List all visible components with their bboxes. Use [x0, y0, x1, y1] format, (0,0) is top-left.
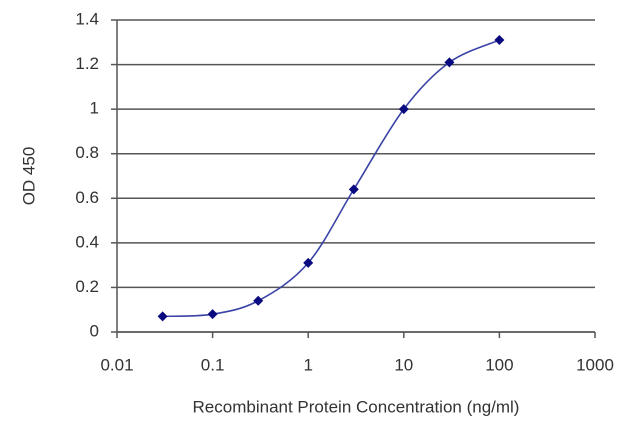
data-point [398, 104, 409, 115]
x-tick-label: 100 [485, 355, 513, 374]
y-tick-label: 0.2 [75, 277, 99, 296]
x-tick-label: 0.1 [201, 355, 225, 374]
data-point [157, 311, 168, 322]
x-tick-label: 0.01 [100, 355, 133, 374]
y-tick-label: 0.8 [75, 143, 99, 162]
data-point [253, 295, 264, 306]
data-point [494, 35, 505, 46]
data-point [303, 257, 314, 268]
y-axis-label: OD 450 [19, 147, 38, 206]
x-tick-label: 10 [394, 355, 413, 374]
x-tick-label: 1000 [576, 355, 614, 374]
data-point [444, 57, 455, 68]
data-point [348, 184, 359, 195]
x-axis-label: Recombinant Protein Concentration (ng/ml… [193, 397, 520, 416]
y-tick-label: 0.4 [75, 232, 99, 251]
y-tick-label: 1 [90, 99, 99, 118]
y-tick-label: 1.2 [75, 54, 99, 73]
y-tick-label: 0 [90, 321, 99, 340]
data-point [207, 309, 218, 320]
y-tick-label: 0.6 [75, 188, 99, 207]
x-tick-label: 1 [303, 355, 312, 374]
y-tick-label: 1.4 [75, 9, 99, 28]
series-line [162, 39, 500, 318]
